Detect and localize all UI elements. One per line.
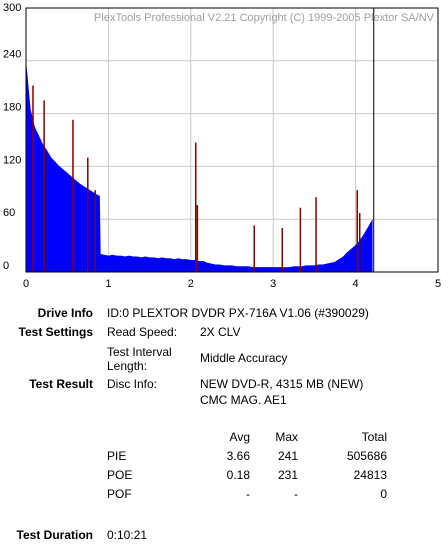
value: NEW DVD-R, 4315 MB (NEW) <box>200 377 364 391</box>
x-tick-label: 2 <box>188 278 194 290</box>
cell: - <box>246 487 250 501</box>
column-header: Total <box>361 430 387 444</box>
chart-title: PlexTools Professional V2.21 Copyright (… <box>94 12 435 24</box>
label: Drive Info <box>37 306 93 320</box>
y-tick-label: 300 <box>3 2 21 14</box>
cell: 24813 <box>353 468 387 482</box>
value: 2X CLV <box>200 325 241 339</box>
y-tick-label: 60 <box>3 207 15 219</box>
area <box>25 65 373 273</box>
label: Test Duration <box>16 528 93 542</box>
label: Disc Info: <box>107 377 158 391</box>
y-tick-label: 0 <box>3 260 9 272</box>
cell: 0 <box>380 487 387 501</box>
y-tick-label: 120 <box>3 154 21 166</box>
x-tick-label: 4 <box>353 278 359 290</box>
x-tick-label: 3 <box>270 278 276 290</box>
row-label: POF <box>107 487 132 501</box>
value: ID:0 PLEXTOR DVDR PX-716A V1.06 (#390029… <box>107 306 369 320</box>
plot-frame <box>25 7 439 273</box>
cell: - <box>294 487 298 501</box>
y-tick-label: 180 <box>3 102 21 114</box>
chart: 0 60 120 180 240 300 0 1 2 3 4 5 PlexTools Professio… <box>3 2 441 290</box>
cell: 0.18 <box>226 468 250 482</box>
label: Length: <box>107 359 148 373</box>
cell: 241 <box>277 449 298 463</box>
value: CMC MAG. AE1 <box>200 393 287 407</box>
column-header: Max <box>275 430 298 444</box>
cell: 3.66 <box>226 449 250 463</box>
label: Test Result <box>29 377 93 391</box>
value: 0:10:21 <box>107 528 148 542</box>
y-tick-label: 240 <box>3 49 21 61</box>
x-tick-label: 1 <box>105 278 111 290</box>
column-header: Avg <box>229 430 250 444</box>
label: Read Speed: <box>107 325 178 339</box>
x-tick-label: 0 <box>23 278 29 290</box>
cell: 505686 <box>346 449 387 463</box>
cell: 231 <box>277 468 298 482</box>
row-label: PIE <box>107 449 127 463</box>
x-tick-label: 5 <box>435 278 441 290</box>
label: Test Interval <box>107 345 172 359</box>
row-label: POE <box>107 468 133 482</box>
value: Middle Accuracy <box>200 351 288 365</box>
label: Test Settings <box>18 325 93 339</box>
